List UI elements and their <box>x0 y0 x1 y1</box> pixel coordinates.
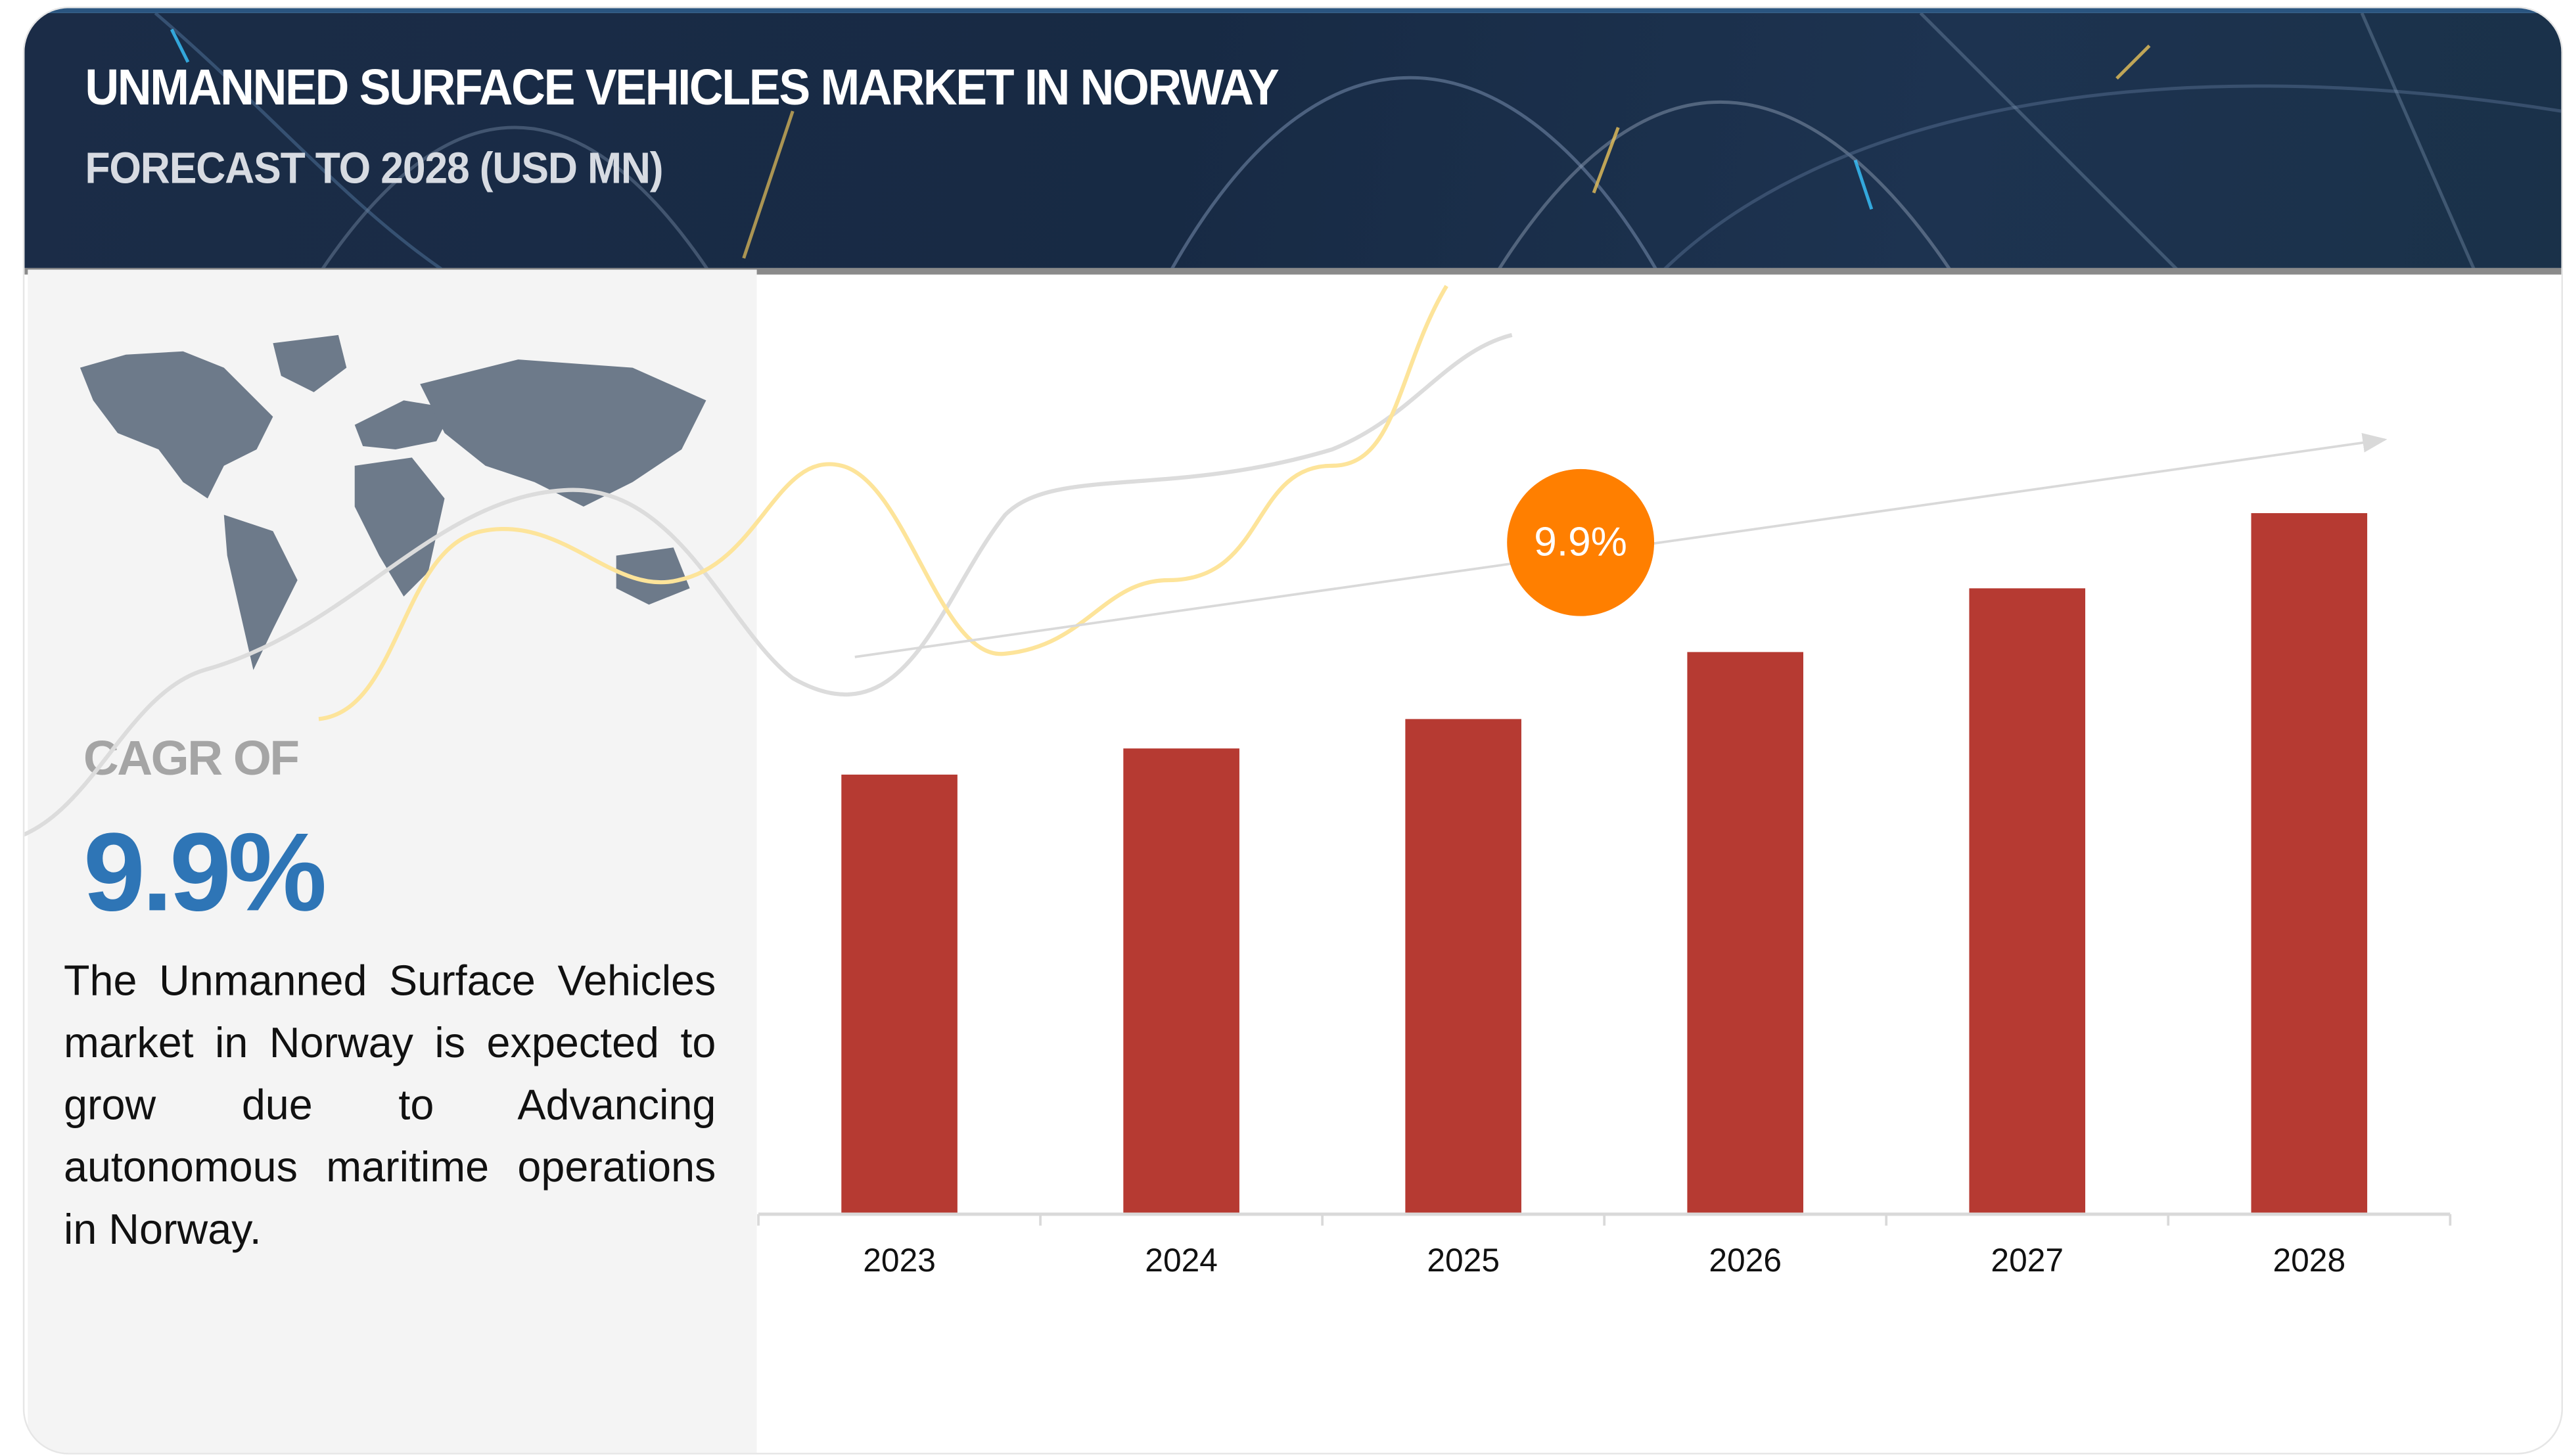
world-map-icon <box>80 334 706 670</box>
decorative-curves <box>24 284 1513 837</box>
header-banner: UNMANNED SURFACE VEHICLES MARKET IN NORW… <box>24 8 2562 275</box>
cagr-value: 9.9% <box>83 810 327 935</box>
bar-2024 <box>1123 748 1239 1213</box>
bar-2027 <box>1969 588 2086 1213</box>
x-tick-label: 2028 <box>2273 1243 2346 1280</box>
x-tick-label: 2026 <box>1709 1243 1782 1280</box>
bar-2026 <box>1687 652 1804 1213</box>
cagr-bubble-label: 9.9% <box>1534 518 1627 565</box>
x-tick-label: 2024 <box>1145 1243 1218 1280</box>
cagr-bubble: 9.9% <box>1507 468 1655 616</box>
page-subtitle: FORECAST TO 2028 (USD MN) <box>85 143 663 193</box>
x-tick-label: 2025 <box>1427 1243 1500 1280</box>
market-description: The Unmanned Surface Vehicles market in … <box>64 956 716 1254</box>
bar-2023 <box>841 774 958 1213</box>
page-title: UNMANNED SURFACE VEHICLES MARKET IN NORW… <box>85 58 1280 116</box>
header-background-decoration <box>154 12 2562 268</box>
infographic-card: UNMANNED SURFACE VEHICLES MARKET IN NORW… <box>22 6 2563 1455</box>
x-tick-label: 2023 <box>863 1243 936 1280</box>
bar-chart <box>757 433 2452 1226</box>
x-tick-label: 2027 <box>1991 1243 2064 1280</box>
bar-2028 <box>2251 512 2368 1213</box>
bar-2025 <box>1405 719 1521 1213</box>
summary-panel: CAGR OF 9.9% The Unmanned Surface Vehicl… <box>28 269 757 1453</box>
